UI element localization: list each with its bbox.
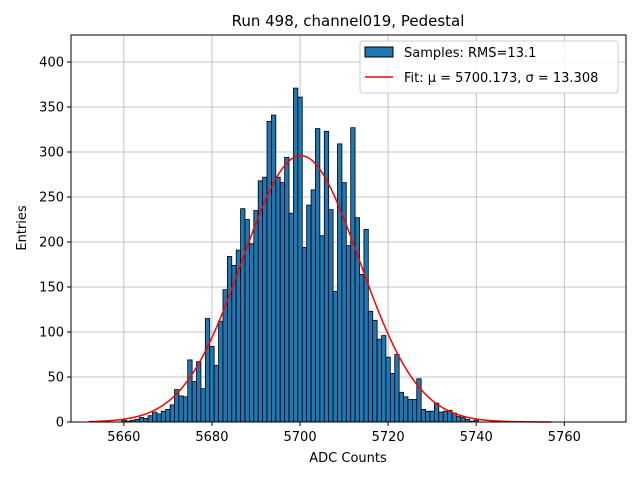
histogram-bar xyxy=(143,417,149,423)
histogram-bar xyxy=(196,361,202,423)
histogram-bars xyxy=(121,87,479,423)
histogram-bar xyxy=(262,176,268,423)
histogram-bar xyxy=(218,320,224,423)
y-axis-ticks: 0 50 100 150 200 250 300 350 400 xyxy=(39,56,71,431)
histogram-bar xyxy=(381,335,387,423)
histogram-bar xyxy=(178,395,184,423)
histogram-bar xyxy=(367,310,374,423)
histogram-bar xyxy=(147,415,153,423)
histogram-bar xyxy=(253,210,259,423)
histogram-bar xyxy=(420,408,426,423)
grid-lines xyxy=(71,35,626,423)
x-tick-label: 5680 xyxy=(195,430,228,445)
y-tick-label: 200 xyxy=(39,236,64,251)
gaussian-fit-curve xyxy=(88,154,552,423)
y-tick-label: 150 xyxy=(39,281,64,296)
x-tick-label: 5660 xyxy=(107,430,140,445)
histogram-bar xyxy=(323,130,330,423)
histogram-bar xyxy=(372,319,378,423)
x-tick-label: 5740 xyxy=(460,430,493,445)
x-axis-label: ADC Counts xyxy=(309,451,387,466)
histogram-bar xyxy=(165,408,171,423)
chart-title: Run 498, channel019, Pedestal xyxy=(232,12,465,30)
histogram-bar xyxy=(138,417,145,423)
histogram-bar xyxy=(433,402,440,423)
histogram-bar xyxy=(288,212,294,423)
histogram-bar xyxy=(169,404,175,423)
histogram-bar xyxy=(442,410,449,423)
histogram-bar xyxy=(275,176,281,423)
histogram-bar xyxy=(200,388,206,423)
y-tick-label: 50 xyxy=(47,371,64,386)
x-axis-ticks: 5660 5680 5700 5720 5740 5760 xyxy=(107,422,581,445)
histogram-bar xyxy=(456,416,462,423)
histogram-bar xyxy=(376,338,382,423)
histogram-bar xyxy=(319,235,325,423)
histogram-bar xyxy=(213,364,219,423)
histogram-bar xyxy=(359,273,365,423)
histogram-bar xyxy=(240,208,246,423)
histogram-bar xyxy=(350,127,356,423)
legend: Samples: RMS=13.1 Fit: μ = 5700.173, σ =… xyxy=(359,40,619,94)
histogram-bar xyxy=(345,245,352,423)
histogram-bar xyxy=(266,121,272,423)
histogram-bar xyxy=(293,87,299,423)
y-tick-label: 0 xyxy=(56,416,64,431)
histogram-bar xyxy=(328,209,334,423)
histogram-bar xyxy=(403,396,409,423)
histogram-bar xyxy=(209,345,215,423)
histogram-bar xyxy=(248,243,255,423)
histogram-bar xyxy=(460,417,466,423)
histogram-bar xyxy=(337,143,343,423)
y-tick-label: 100 xyxy=(39,326,64,341)
histogram-bar xyxy=(394,354,400,423)
histogram-bar xyxy=(226,255,233,423)
histogram-bar xyxy=(411,399,418,423)
histogram-bar xyxy=(152,411,158,423)
histogram-bar xyxy=(301,246,308,423)
histogram-bar xyxy=(306,204,312,423)
histogram-bar xyxy=(332,291,338,423)
histogram-bar xyxy=(191,381,197,423)
plot-frame xyxy=(70,34,627,423)
histogram-bar xyxy=(187,359,193,423)
y-tick-label: 350 xyxy=(39,101,64,116)
legend-label-samples: Samples: RMS=13.1 xyxy=(404,46,536,61)
x-tick-label: 5760 xyxy=(548,430,581,445)
legend-label-fit: Fit: μ = 5700.173, σ = 13.308 xyxy=(404,71,598,86)
y-tick-label: 400 xyxy=(39,56,64,71)
y-tick-label: 250 xyxy=(39,191,64,206)
x-tick-label: 5720 xyxy=(372,430,405,445)
histogram-bar xyxy=(279,182,286,423)
histogram-bar xyxy=(425,410,431,423)
histogram-bar xyxy=(315,128,321,423)
legend-box xyxy=(359,40,619,94)
histogram-bar xyxy=(429,410,435,423)
histogram-bar xyxy=(160,410,167,423)
legend-swatch-samples xyxy=(364,46,394,58)
histogram-bar xyxy=(310,189,316,423)
y-tick-label: 300 xyxy=(39,146,64,161)
histogram-bar xyxy=(156,413,162,423)
y-axis-label: Entries xyxy=(15,205,30,251)
histogram-bar xyxy=(389,372,396,423)
histogram-bar xyxy=(438,411,444,423)
histogram-bar xyxy=(407,399,413,423)
histogram-bar xyxy=(297,96,303,423)
histogram-bar xyxy=(385,356,391,423)
histogram-bar xyxy=(363,228,369,423)
histogram-bar xyxy=(271,114,277,423)
histogram-bar xyxy=(182,396,189,423)
histogram-bar xyxy=(284,156,290,423)
x-tick-label: 5700 xyxy=(284,430,317,445)
histogram-bar xyxy=(204,318,211,423)
histogram-bar xyxy=(398,391,404,423)
